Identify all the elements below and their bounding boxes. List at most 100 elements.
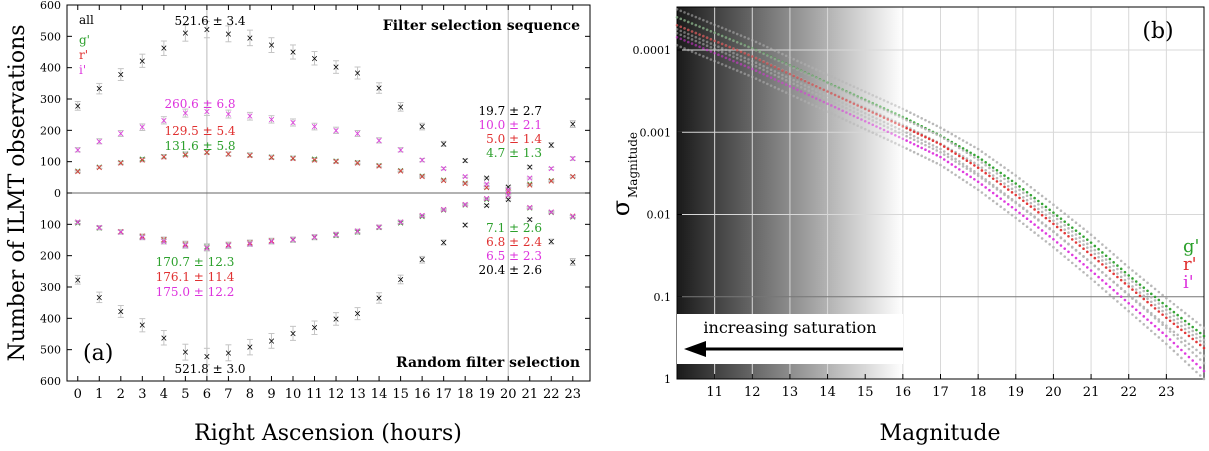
- error-band-lower-r': [762, 53, 765, 56]
- series-point-i': [879, 127, 882, 130]
- series-point-r': [736, 49, 739, 52]
- error-band-upper-i': [815, 105, 818, 108]
- error-band-lower-r': [1135, 283, 1138, 286]
- series-point-i': [909, 141, 912, 144]
- error-band-lower-g': [728, 30, 731, 33]
- series-point-i': [1052, 238, 1055, 241]
- error-band-lower-g': [1033, 189, 1036, 192]
- error-band-lower-i': [932, 144, 935, 147]
- error-band-upper-i': [1184, 360, 1187, 363]
- error-band-lower-r': [1082, 239, 1085, 242]
- error-band-lower-r': [1131, 280, 1134, 283]
- data-point-i': ×: [246, 240, 254, 250]
- series-point-r': [894, 122, 897, 125]
- error-band-upper-i': [977, 188, 980, 191]
- error-band-upper-i': [785, 91, 788, 94]
- data-point-i': ×: [440, 205, 448, 215]
- error-band-upper-i': [811, 103, 814, 106]
- error-band-upper-i': [1109, 294, 1112, 297]
- series-point-r': [770, 64, 773, 67]
- series-point-r': [774, 66, 777, 69]
- error-band-lower-r': [725, 36, 728, 39]
- series-point-r': [999, 183, 1002, 186]
- error-band-lower-g': [1150, 285, 1153, 288]
- series-point-g': [1086, 238, 1089, 241]
- x-tick-label-b: 16: [895, 385, 912, 400]
- error-band-upper-i': [691, 50, 694, 53]
- error-band-upper-i': [774, 86, 777, 89]
- series-point-r': [777, 67, 780, 70]
- error-band-lower-g': [928, 121, 931, 124]
- error-band-lower-r': [695, 24, 698, 27]
- series-point-r': [905, 127, 908, 130]
- series-point-i': [796, 89, 799, 92]
- error-band-lower-g': [1146, 281, 1149, 284]
- error-band-lower-i': [1060, 236, 1063, 239]
- series-point-r': [804, 80, 807, 83]
- error-band-lower-g': [913, 113, 916, 116]
- data-point-i': ×: [375, 223, 383, 233]
- error-band-lower-g': [1075, 221, 1078, 224]
- series-point-i': [1184, 352, 1187, 355]
- series-point-i': [1063, 247, 1066, 250]
- series-point-i': [954, 166, 957, 169]
- panel-a: 0 1 2 3 4 5 6 7 8 9 10 11 12 13 14 15 16 17 18 19 20 21 22 2360…: [5, 0, 590, 446]
- error-band-upper-g': [1097, 256, 1100, 259]
- error-band-lower-r': [1003, 178, 1006, 181]
- series-point-r': [920, 134, 923, 137]
- data-point-r': ×: [569, 173, 577, 183]
- series-point-i': [1127, 302, 1130, 305]
- series-point-r': [789, 73, 792, 76]
- data-point-all: ×: [289, 48, 297, 58]
- error-band-lower-r': [1097, 252, 1100, 255]
- error-band-upper-g': [1139, 291, 1142, 294]
- error-band-lower-i': [1184, 344, 1187, 347]
- y-tick-label-b: 0.0001: [633, 44, 672, 57]
- series-point-r': [807, 81, 810, 84]
- data-point-i': ×: [569, 213, 577, 223]
- error-band-lower-i': [935, 146, 938, 149]
- error-band-upper-g': [1082, 243, 1085, 246]
- error-band-upper-i': [1195, 371, 1198, 374]
- data-point-i': ×: [547, 165, 555, 175]
- data-point-all: ×: [225, 30, 233, 40]
- error-band-lower-i': [887, 122, 890, 125]
- error-band-lower-i': [1003, 192, 1006, 195]
- error-band-lower-r': [687, 21, 690, 24]
- error-band-lower-g': [796, 60, 799, 63]
- y-tick-label-a: 400: [40, 62, 61, 75]
- data-point-r': ×: [547, 177, 555, 187]
- series-point-i': [902, 137, 905, 140]
- x-tick-label-a: 16: [414, 387, 431, 402]
- error-band-lower-r': [883, 108, 886, 111]
- error-band-upper-r': [932, 147, 935, 150]
- error-band-lower-i': [1146, 310, 1149, 313]
- error-band-lower-r': [717, 33, 720, 36]
- series-point-i': [1056, 241, 1059, 244]
- series-point-r': [800, 78, 803, 81]
- error-band-upper-i': [966, 181, 969, 184]
- error-band-lower-i': [1075, 249, 1078, 252]
- error-band-lower-i': [871, 115, 874, 118]
- data-point-all: ×: [311, 324, 319, 334]
- error-band-lower-i': [710, 42, 713, 45]
- error-band-lower-r': [826, 82, 829, 85]
- data-point-i': ×: [418, 212, 426, 222]
- error-band-lower-r': [1154, 299, 1157, 302]
- error-band-upper-r': [894, 130, 897, 133]
- series-point-g': [1071, 226, 1074, 229]
- error-band-upper-r': [871, 119, 874, 122]
- error-band-lower-g': [740, 34, 743, 37]
- error-band-upper-r': [740, 58, 743, 61]
- error-band-lower-i': [1112, 281, 1115, 284]
- error-band-upper-r': [838, 103, 841, 106]
- series-point-r': [1131, 288, 1134, 291]
- error-band-upper-g': [1116, 272, 1119, 275]
- error-band-lower-g': [849, 84, 852, 87]
- series-point-r': [830, 92, 833, 95]
- error-band-upper-i': [1203, 378, 1206, 381]
- series-point-g': [1052, 211, 1055, 214]
- error-band-lower-i': [969, 168, 972, 171]
- error-band-upper-i': [725, 65, 728, 68]
- series-point-r': [1078, 244, 1081, 247]
